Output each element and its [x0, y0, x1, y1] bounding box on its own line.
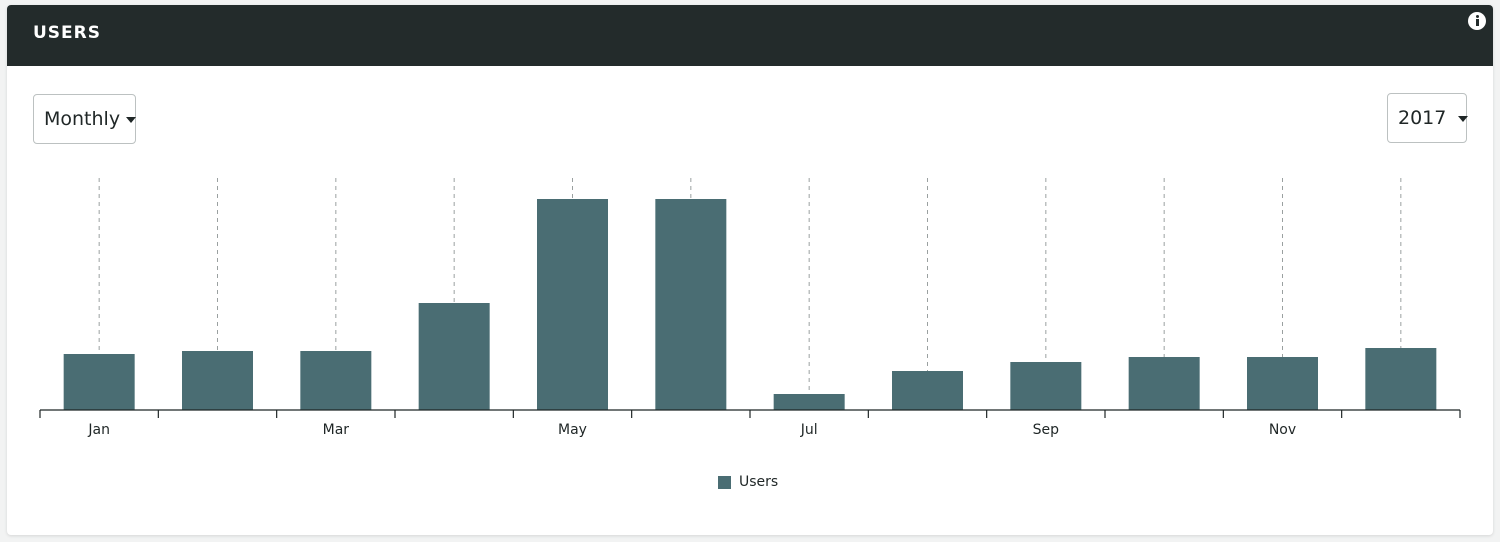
x-tick-label-nov: Nov	[1269, 422, 1296, 438]
x-tick-label-sep: Sep	[1033, 422, 1060, 438]
x-tick-label-jul: Jul	[800, 422, 818, 438]
period-dropdown-value: Monthly	[44, 108, 121, 130]
year-dropdown-value: 2017	[1398, 107, 1447, 129]
bar-jul[interactable]	[773, 394, 845, 410]
users-bar-chart: Jan Mar May Jul Sep Nov	[39, 178, 1461, 438]
bar-dec[interactable]	[1365, 348, 1437, 410]
info-icon[interactable]	[1468, 12, 1486, 30]
x-tick-label-mar: Mar	[323, 422, 350, 438]
bar-aug[interactable]	[892, 371, 963, 410]
bar-apr[interactable]	[418, 303, 490, 410]
bar-jun[interactable]	[655, 199, 727, 410]
chart-legend: Users	[718, 474, 778, 490]
bar-may[interactable]	[537, 199, 608, 410]
bar-mar[interactable]	[300, 351, 372, 410]
bar-nov[interactable]	[1247, 357, 1318, 410]
period-dropdown[interactable]: Monthly	[33, 94, 137, 144]
legend-swatch	[718, 475, 731, 489]
card-header: USERS	[7, 5, 1493, 66]
card-title: USERS	[33, 23, 101, 43]
bar-feb[interactable]	[182, 351, 253, 410]
x-axis: Jan Mar May Jul Sep Nov	[39, 409, 1461, 438]
x-tick-label-jan: Jan	[87, 422, 110, 438]
bar-jan[interactable]	[63, 354, 135, 410]
bar-sep[interactable]	[1010, 362, 1082, 410]
x-tick-label-may: May	[558, 422, 587, 438]
bar-oct[interactable]	[1128, 357, 1200, 410]
bars	[63, 199, 1437, 410]
caret-down-icon	[1458, 116, 1469, 122]
guide-lines	[98, 178, 1402, 394]
caret-down-icon	[126, 117, 137, 123]
users-card: USERS Monthly 2017 Jan Mar May Jul Sep Nov Us…	[7, 5, 1493, 535]
legend-label: Users	[739, 474, 779, 490]
year-dropdown[interactable]: 2017	[1387, 93, 1469, 143]
